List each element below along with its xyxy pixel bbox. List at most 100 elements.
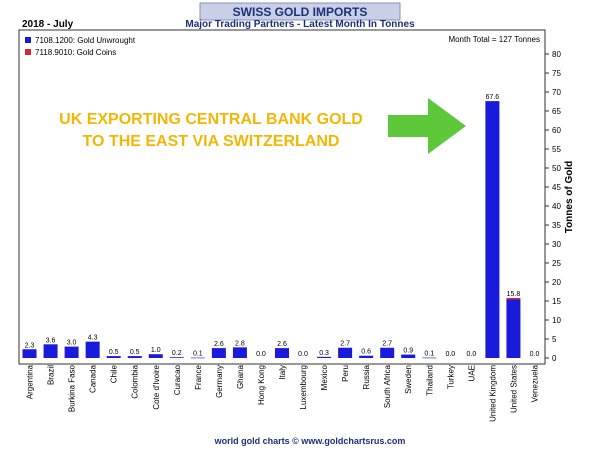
bar-unwrought xyxy=(127,356,142,358)
data-label: 0.0 xyxy=(256,351,266,358)
bar-unwrought xyxy=(338,347,353,358)
x-tick-label: Italy xyxy=(278,365,287,380)
data-label: 0.0 xyxy=(298,351,308,358)
data-label: 0.6 xyxy=(361,349,371,356)
bar-unwrought xyxy=(317,356,332,358)
bar-unwrought xyxy=(422,357,437,359)
bar-unwrought xyxy=(359,355,374,358)
data-label: 0.0 xyxy=(466,351,476,358)
period-label: 2018 - July xyxy=(22,19,74,30)
y-tick-label: 75 xyxy=(552,69,561,78)
data-label: 0.5 xyxy=(130,349,140,356)
data-label: 0.3 xyxy=(319,350,329,357)
x-tick-label: Chile xyxy=(110,364,119,383)
x-tick-label: Hong Kong xyxy=(257,365,266,405)
y-tick-label: 15 xyxy=(552,297,561,306)
x-tick-label: Thailand xyxy=(425,365,434,396)
bar-unwrought xyxy=(106,356,121,358)
month-total-label: Month Total = 127 Tonnes xyxy=(448,35,540,44)
x-tick-label: France xyxy=(194,364,203,389)
data-label: 0.0 xyxy=(445,351,455,358)
annotation-line-1: UK EXPORTING CENTRAL BANK GOLD xyxy=(59,111,363,128)
annotation-arrow-icon xyxy=(388,98,466,154)
data-label: 2.8 xyxy=(235,340,245,347)
data-label: 0.5 xyxy=(109,349,119,356)
x-tick-label: Sweden xyxy=(404,365,413,394)
data-label: 2.7 xyxy=(382,341,392,348)
x-tick-label: Cote d'Ivoire xyxy=(152,364,161,409)
x-tick-label: United States xyxy=(509,365,518,413)
credit-text: world gold charts © www.goldchartsrus.co… xyxy=(214,436,406,446)
legend-label-unwrought: 7108.1200: Gold Unwrought xyxy=(35,36,136,45)
y-axis-title: Tonnes of Gold xyxy=(564,161,575,234)
x-tick-label: Brazil xyxy=(47,365,56,385)
x-tick-label: Burkina Faso xyxy=(68,364,77,412)
x-tick-label: South Africa xyxy=(383,364,392,408)
bars: 2.3 3.6 3.0 4.3 0.5 0.5 1.0 0.2 0.1 2.6 2.8 0.0 2.6 0… xyxy=(22,94,540,359)
data-label: 15.8 xyxy=(507,291,521,298)
x-tick-label: Curacao xyxy=(173,364,182,395)
data-label: 0.1 xyxy=(193,351,203,358)
data-label: 2.6 xyxy=(214,341,224,348)
y-tick-label: 60 xyxy=(552,126,561,135)
bar-unwrought xyxy=(22,349,37,358)
bar-unwrought xyxy=(64,346,79,358)
chart-subtitle: Major Trading Partners - Latest Month In… xyxy=(185,19,415,30)
x-tick-label: Mexico xyxy=(320,364,329,390)
title-band xyxy=(199,2,401,21)
annotation-line-2: TO THE EAST VIA SWITZERLAND xyxy=(83,133,340,150)
x-tick-label: Argentina xyxy=(26,364,35,399)
y-tick-label: 20 xyxy=(552,278,561,287)
data-label: 3.0 xyxy=(67,340,77,347)
x-tick-label: Canada xyxy=(89,364,98,393)
x-tick-label: Peru xyxy=(341,365,350,382)
y-tick-label: 65 xyxy=(552,107,561,116)
data-label: 3.6 xyxy=(46,337,56,344)
bar-unwrought xyxy=(169,357,184,358)
data-label: 2.7 xyxy=(340,341,350,348)
y-axis: 0 5 10 15 20 25 30 35 40 45 50 55 60 65 70 75 80 xyxy=(545,50,561,363)
y-tick-label: 30 xyxy=(552,240,561,249)
data-label: 0.9 xyxy=(403,348,413,355)
x-tick-label: United Kingdom xyxy=(488,365,497,422)
bar-unwrought xyxy=(148,354,163,358)
x-axis: Argentina Brazil Burkina Faso Canada Chile Co… xyxy=(26,364,540,421)
plot-frame xyxy=(18,29,546,365)
x-tick-label: UAE xyxy=(467,365,476,381)
y-tick-label: 5 xyxy=(552,335,557,344)
x-tick-label: Venezuela xyxy=(530,364,539,402)
bar-coins xyxy=(506,297,521,300)
bar-unwrought xyxy=(275,348,289,358)
legend-swatch-unwrought xyxy=(25,37,31,43)
x-tick-label: Russia xyxy=(362,364,371,389)
y-tick-label: 35 xyxy=(552,221,561,230)
y-tick-label: 70 xyxy=(552,88,561,97)
x-tick-label: Colombia xyxy=(131,364,140,398)
x-tick-label: Luxembourg xyxy=(299,365,308,409)
y-tick-label: 45 xyxy=(552,183,561,192)
bar-unwrought xyxy=(85,341,100,358)
y-tick-label: 25 xyxy=(552,259,561,268)
bar-unwrought xyxy=(506,299,521,358)
data-label: 2.3 xyxy=(25,342,35,349)
bar-unwrought xyxy=(43,344,58,358)
data-label: 1.0 xyxy=(151,347,161,354)
bar-unwrought xyxy=(401,354,416,358)
data-label: 0.0 xyxy=(530,351,540,358)
legend-label-coins: 7118.9010: Gold Coins xyxy=(35,48,116,57)
bar-unwrought xyxy=(485,101,500,359)
legend: 7108.1200: Gold Unwrought 7118.9010: Gol… xyxy=(25,36,136,57)
x-tick-label: Germany xyxy=(215,365,224,398)
legend-swatch-coins xyxy=(25,49,31,55)
bar-unwrought xyxy=(211,348,226,358)
chart-title: SWISS GOLD IMPORTS xyxy=(233,5,368,19)
data-label: 2.6 xyxy=(277,341,287,348)
data-label: 0.2 xyxy=(172,350,182,357)
data-label: 4.3 xyxy=(88,335,98,342)
y-tick-label: 50 xyxy=(552,164,561,173)
y-tick-label: 10 xyxy=(552,316,561,325)
x-tick-label: Turkey xyxy=(446,365,455,389)
y-tick-label: 0 xyxy=(552,354,557,363)
